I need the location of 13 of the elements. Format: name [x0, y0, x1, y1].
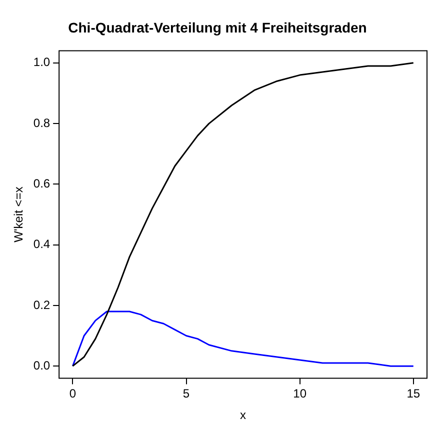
- x-tick-label: 10: [293, 386, 307, 401]
- x-tick-label: 5: [182, 386, 190, 401]
- chart-title: Chi-Quadrat-Verteilung mit 4 Freiheitsgraden: [68, 19, 367, 36]
- y-tick-label: 0.8: [33, 116, 50, 130]
- y-tick-label: 0.2: [33, 298, 50, 312]
- x-tick-label: 15: [406, 386, 420, 401]
- y-tick-label: 0.0: [33, 358, 50, 372]
- y-tick-label: 1.0: [33, 55, 50, 70]
- x-axis-title: x: [240, 408, 246, 422]
- y-tick-label: 0.6: [33, 176, 50, 190]
- x-tick-label: 0: [69, 386, 76, 401]
- y-axis-title: W'keit <=x: [12, 186, 26, 242]
- y-tick-label: 0.4: [33, 237, 50, 252]
